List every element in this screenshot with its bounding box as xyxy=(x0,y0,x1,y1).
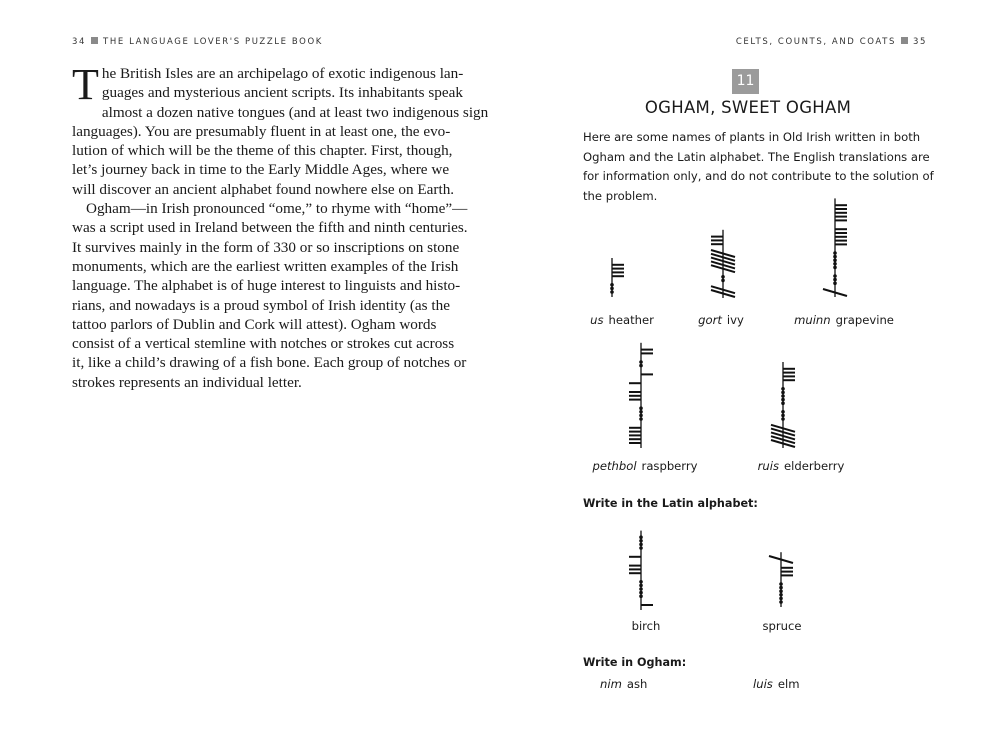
english-word: ash xyxy=(626,677,648,691)
drop-cap: T xyxy=(72,60,99,109)
ogham-ruis-icon xyxy=(770,362,796,448)
example-label: pethbol raspberry xyxy=(592,459,697,473)
text-line: It survives mainly in the form of 330 or… xyxy=(72,238,460,256)
text-line: rians, and nowadays is a proud symbol of… xyxy=(72,296,450,314)
irish-word: ruis xyxy=(757,459,780,473)
ogham-birch-icon xyxy=(629,530,653,610)
text-line: strokes represents an individual letter. xyxy=(72,373,302,391)
irish-word: gort xyxy=(698,313,722,327)
english-word: heather xyxy=(608,313,654,327)
text-line: language. The alphabet is of huge intere… xyxy=(72,277,461,295)
text-line: let’s journey back in time to the Early … xyxy=(72,161,450,179)
square-bullet-icon xyxy=(91,37,99,44)
intro-line: Ogham and the Latin alphabet. The Englis… xyxy=(583,149,930,164)
text-line: almost a dozen native tongues (and at le… xyxy=(101,103,489,121)
english-word: raspberry xyxy=(641,459,698,473)
text-line: consist of a vertical stemline with notc… xyxy=(72,335,455,353)
irish-word: luis xyxy=(753,677,773,691)
ogham-heading: Write in Ogham: xyxy=(583,656,687,669)
chapter-title: CELTS, COUNTS, AND COATS xyxy=(735,37,896,47)
intro-line: Here are some names of plants in Old Iri… xyxy=(583,130,921,144)
puzzle-intro: Here are some names of plants in Old Iri… xyxy=(583,128,934,206)
latin-heading: Write in the Latin alphabet: xyxy=(583,497,758,510)
irish-word: pethbol xyxy=(592,459,637,473)
text-line: lution of which will be the theme of thi… xyxy=(72,142,453,160)
puzzle-title: OGHAM, SWEET OGHAM xyxy=(644,98,852,117)
task-label-ash: nim ash xyxy=(600,677,647,691)
task-label-birch: birch xyxy=(631,619,661,633)
task-label-elm: luis elm xyxy=(753,677,800,691)
text-line: he British Isles are an archipelago of e… xyxy=(101,65,464,82)
english-word: elderberry xyxy=(784,459,845,473)
text-line: was a script used in Ireland between the… xyxy=(72,219,468,237)
english-word: ivy xyxy=(726,313,744,327)
text-line: will discover an ancient alphabet found … xyxy=(72,180,455,198)
english-word: grapevine xyxy=(835,313,894,327)
irish-word: nim xyxy=(600,677,622,691)
irish-word: us xyxy=(590,313,604,327)
example-label: us heather xyxy=(590,313,654,327)
ogham-pethbol-icon xyxy=(629,342,653,448)
text-line: it, like a child’s drawing of a fish bon… xyxy=(72,354,467,372)
right-running-head: CELTS, COUNTS, AND COATS 35 xyxy=(736,37,927,47)
task-label-spruce: spruce xyxy=(762,619,802,633)
text-line: languages). You are presumably fluent in… xyxy=(72,122,451,140)
ogham-us-icon xyxy=(610,258,624,297)
example-label: ruis elderberry xyxy=(758,459,845,473)
ogham-muinn-icon xyxy=(822,198,848,297)
text-line: Ogham—in Irish pronounced “ome,” to rhym… xyxy=(86,200,468,218)
example-label: muinn grapevine xyxy=(794,313,894,327)
ogham-gort-icon xyxy=(710,229,736,298)
irish-word: muinn xyxy=(794,313,831,327)
page-number: 35 xyxy=(912,37,927,47)
text-line: tattoo parlors of Dublin and Cork will a… xyxy=(72,315,437,333)
puzzle-number-badge: 11 xyxy=(732,69,759,94)
english-word: elm xyxy=(777,677,800,691)
intro-line: for information only, and do not contrib… xyxy=(583,169,934,183)
left-running-head: 34 THE LANGUAGE LOVER'S PUZZLE BOOK xyxy=(72,37,323,47)
book-title: THE LANGUAGE LOVER'S PUZZLE BOOK xyxy=(103,37,323,47)
example-label: gort ivy xyxy=(698,313,744,327)
intro-line: the problem. xyxy=(583,188,658,203)
ogham-spruce-icon xyxy=(768,552,794,607)
page-number: 34 xyxy=(72,37,87,47)
body-text: T he British Isles are an archipelago of… xyxy=(72,60,489,392)
text-line: monuments, which are the earliest writte… xyxy=(72,257,459,275)
text-line: guages and mysterious ancient scripts. I… xyxy=(101,84,463,102)
square-bullet-icon xyxy=(900,37,908,44)
